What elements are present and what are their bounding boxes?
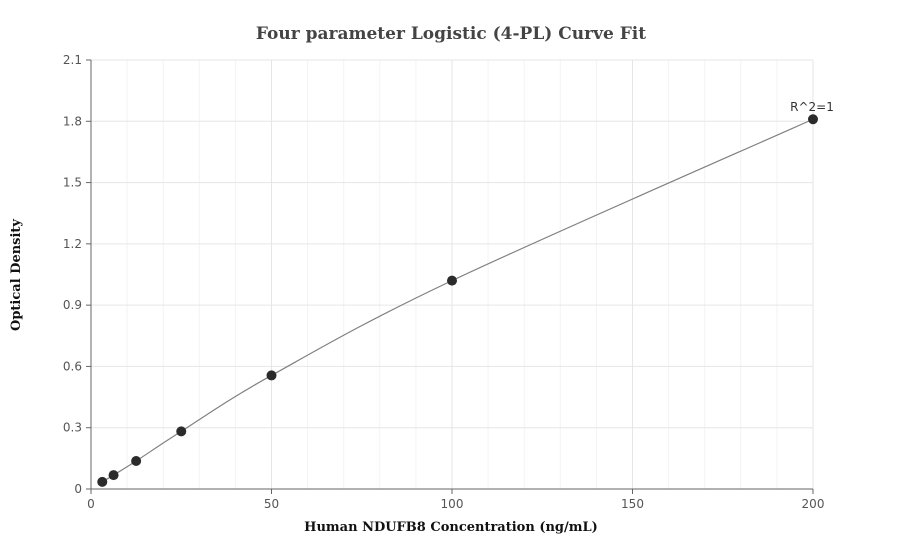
y-tick-label: 0.3 xyxy=(63,421,82,435)
data-point xyxy=(108,470,119,481)
x-axis-ticks: 0 50 100 150 200 xyxy=(87,489,824,511)
x-axis-label: Human NDUFB8 Concentration (ng/mL) xyxy=(304,520,598,535)
x-tick-label: 0 xyxy=(87,497,95,511)
x-tick-label: 50 xyxy=(264,497,279,511)
y-tick-label: 2.1 xyxy=(63,53,82,67)
data-point xyxy=(97,476,108,487)
chart-title: Four parameter Logistic (4-PL) Curve Fit xyxy=(256,24,646,44)
x-tick-label: 200 xyxy=(802,497,825,511)
y-tick-label: 0.6 xyxy=(63,359,82,373)
r-squared-annotation: R^2=1 xyxy=(790,100,834,114)
y-tick-label: 1.5 xyxy=(63,176,82,190)
data-point xyxy=(176,426,187,437)
data-point xyxy=(447,275,457,286)
y-axis-ticks: 0 0.3 0.6 0.9 1.2 1.5 1.8 2.1 xyxy=(63,53,91,496)
data-points xyxy=(97,114,818,487)
data-point xyxy=(266,370,277,381)
data-point xyxy=(808,114,818,125)
fit-curve xyxy=(101,118,814,483)
x-tick-label: 100 xyxy=(441,497,464,511)
y-tick-label: 0.9 xyxy=(63,298,82,312)
data-point xyxy=(131,456,142,467)
y-tick-label: 0 xyxy=(74,482,82,496)
grid xyxy=(91,59,814,489)
x-tick-label: 150 xyxy=(621,497,644,511)
y-tick-label: 1.2 xyxy=(63,237,82,251)
y-axis-label: Optical Density xyxy=(9,219,24,331)
y-tick-label: 1.8 xyxy=(63,114,82,128)
